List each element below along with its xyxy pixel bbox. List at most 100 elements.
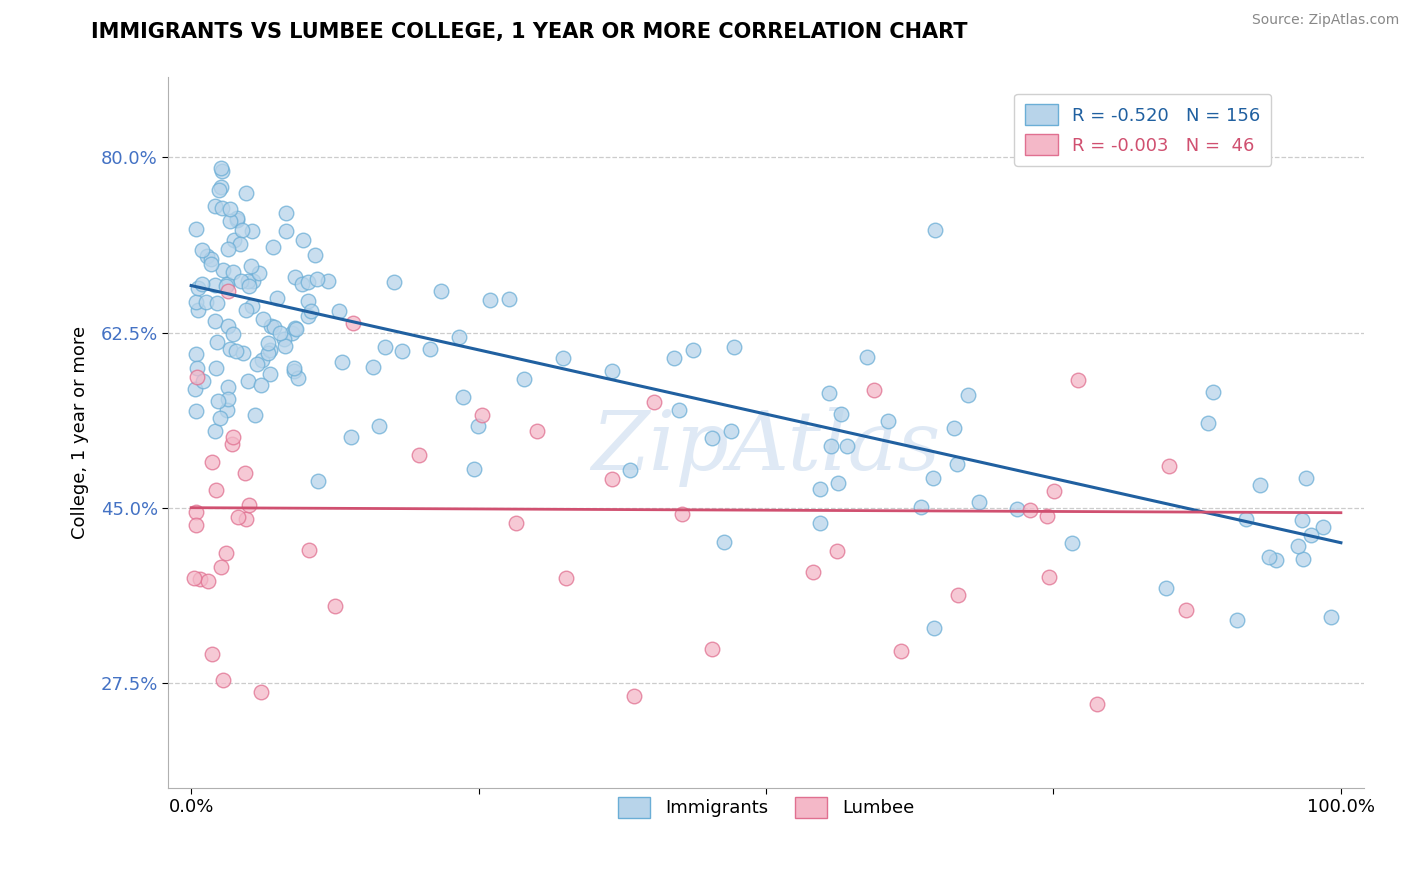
Point (184, 222, 207, 236)
Point (374, 340, 396, 354)
Point (231, 223, 253, 237)
Point (204, 277, 226, 292)
Point (297, 294, 319, 309)
Point (252, 312, 274, 326)
Point (498, 292, 520, 306)
Point (187, 302, 209, 317)
Point (184, 518, 207, 533)
Point (810, 482, 832, 496)
Point (235, 512, 257, 526)
Point (226, 213, 249, 227)
Point (284, 321, 307, 335)
Point (262, 240, 284, 254)
Point (242, 274, 264, 288)
Point (948, 588, 970, 602)
Point (283, 364, 305, 378)
Point (600, 364, 623, 378)
Point (256, 346, 278, 360)
Point (513, 372, 536, 386)
Point (205, 296, 228, 310)
Point (197, 574, 219, 589)
Point (1197, 416, 1219, 430)
Point (318, 274, 340, 288)
Point (243, 408, 266, 422)
Point (467, 418, 489, 433)
Point (209, 410, 232, 425)
Point (218, 214, 240, 228)
Point (259, 343, 281, 357)
Point (328, 303, 350, 318)
Point (259, 367, 281, 381)
Point (217, 242, 239, 256)
Point (217, 319, 239, 334)
Point (221, 430, 243, 444)
Point (619, 463, 641, 477)
Point (1202, 384, 1225, 399)
Point (808, 516, 831, 531)
Point (825, 543, 848, 558)
Point (190, 244, 212, 258)
Point (623, 689, 645, 703)
Point (827, 475, 849, 490)
Point (226, 509, 249, 524)
Point (201, 455, 224, 469)
Point (219, 343, 242, 357)
Point (419, 342, 441, 356)
Point (184, 295, 207, 310)
Point (1226, 613, 1249, 627)
Point (273, 332, 295, 346)
Point (236, 374, 259, 388)
Point (217, 284, 239, 298)
Point (1319, 609, 1341, 624)
Text: ZipAtlas: ZipAtlas (592, 407, 941, 487)
Point (1043, 483, 1066, 498)
Point (212, 263, 235, 277)
Point (217, 277, 239, 292)
Point (662, 351, 685, 365)
Point (222, 326, 245, 341)
Point (205, 334, 228, 349)
Point (195, 249, 218, 263)
Point (1292, 552, 1315, 566)
Point (430, 284, 453, 298)
Point (274, 339, 297, 353)
Point (391, 344, 413, 359)
Point (1249, 477, 1271, 491)
Point (856, 351, 879, 365)
Point (284, 270, 307, 285)
Point (238, 498, 260, 512)
Point (382, 276, 405, 290)
Point (256, 335, 278, 350)
Point (330, 354, 353, 368)
Point (240, 299, 263, 313)
Point (307, 474, 329, 488)
Point (200, 257, 222, 271)
Point (723, 340, 745, 354)
Point (209, 161, 232, 175)
Point (229, 274, 252, 288)
Point (478, 293, 501, 308)
Point (186, 281, 208, 295)
Point (702, 642, 724, 657)
Point (211, 163, 233, 178)
Point (207, 393, 229, 408)
Point (924, 223, 946, 237)
Point (1036, 509, 1059, 524)
Point (283, 360, 305, 375)
Point (222, 234, 245, 248)
Point (890, 644, 912, 658)
Point (830, 407, 852, 421)
Point (1295, 470, 1317, 484)
Point (217, 392, 239, 406)
Point (463, 462, 485, 476)
Point (361, 359, 384, 374)
Point (713, 534, 735, 549)
Point (205, 483, 228, 498)
Point (184, 505, 207, 519)
Point (555, 571, 578, 585)
Point (837, 439, 859, 453)
Point (226, 211, 249, 226)
Point (922, 621, 945, 635)
Point (281, 326, 304, 340)
Point (183, 571, 205, 585)
